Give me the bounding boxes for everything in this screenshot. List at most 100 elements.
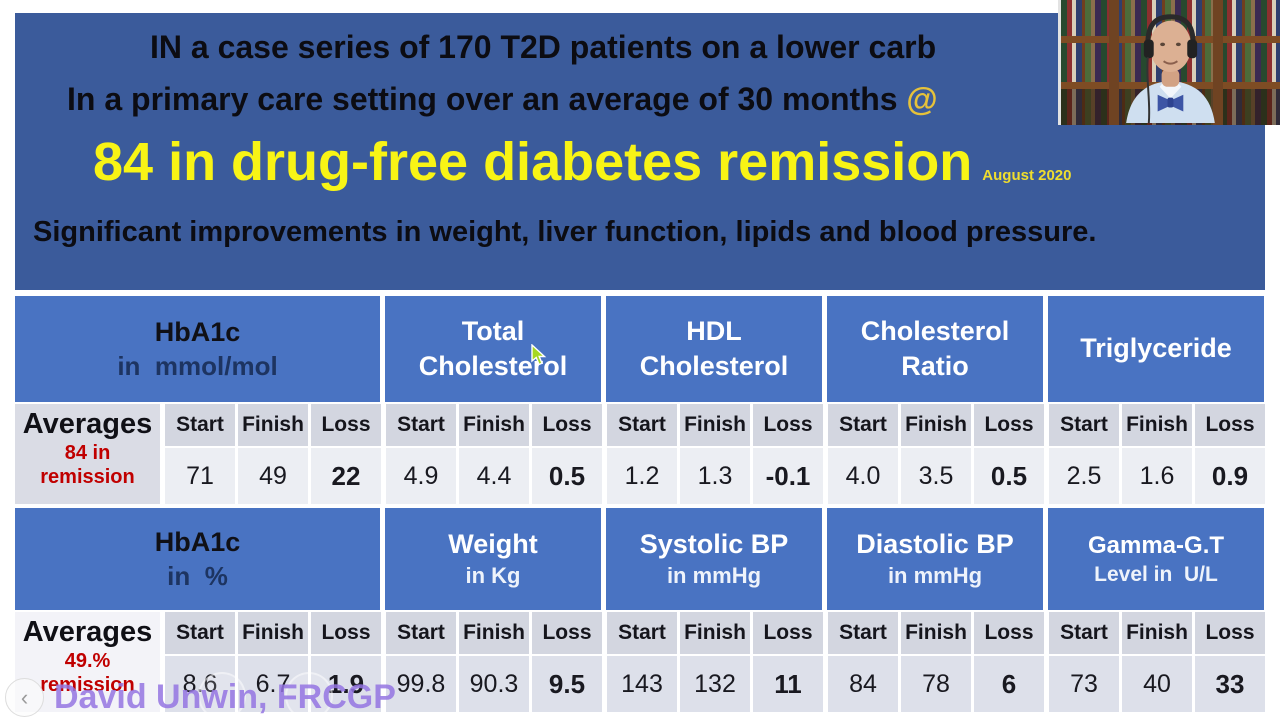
cell-value: 78 <box>901 656 971 712</box>
subcol-start: Start 84 <box>828 612 898 712</box>
cell-value-loss: 9.5 <box>532 656 602 712</box>
group-hdl-cholesterol-data: Start 1.2 Finish 1.3 Loss -0.1 <box>607 404 823 504</box>
cell-value: 4.0 <box>828 448 898 504</box>
group-unit: in mmHg <box>666 563 762 589</box>
subcol-start: Start 1.2 <box>607 404 677 504</box>
faded-control-circle <box>285 672 333 720</box>
col-header: Finish <box>680 612 750 654</box>
col-header: Loss <box>753 612 823 654</box>
subcol-finish: Finish 1.3 <box>680 404 750 504</box>
col-header: Loss <box>311 612 381 654</box>
group-systolic-data: Start 143 Finish 132 Loss 11 <box>607 612 823 712</box>
cell-value: 4.4 <box>459 448 529 504</box>
group-header-gamma-gt: Gamma-G.T Level in U/L <box>1048 508 1264 610</box>
cell-value-loss: 11 <box>753 656 823 712</box>
col-header: Loss <box>753 404 823 446</box>
table-body-row-2: Averages 49.% remission Start 8.6 Finish… <box>15 612 1265 712</box>
subcol-start: Start 4.0 <box>828 404 898 504</box>
group-title: Triglyceride <box>1080 333 1232 364</box>
col-header: Finish <box>901 612 971 654</box>
col-header: Finish <box>238 612 308 654</box>
subcol-finish: Finish 4.4 <box>459 404 529 504</box>
col-header: Finish <box>459 612 529 654</box>
presenter-figure <box>1126 14 1215 124</box>
col-header: Start <box>386 612 456 654</box>
cell-value: 132 <box>680 656 750 712</box>
col-header: Finish <box>459 404 529 446</box>
subcol-finish: Finish 132 <box>680 612 750 712</box>
col-header: Start <box>386 404 456 446</box>
subcol-loss: Loss 1.9 <box>311 612 381 712</box>
col-header: Loss <box>1195 404 1265 446</box>
twitter-handle-at: @ <box>906 81 938 117</box>
cell-value: 49 <box>238 448 308 504</box>
cell-value: 84 <box>828 656 898 712</box>
subcol-loss: Loss -0.1 <box>753 404 823 504</box>
subcol-start: Start 8.6 <box>165 612 235 712</box>
group-header-total-cholesterol: Total Cholesterol <box>385 296 601 402</box>
group-header-hdl-cholesterol: HDL Cholesterol <box>606 296 822 402</box>
subcol-start: Start 71 <box>165 404 235 504</box>
group-title-2: Cholesterol <box>639 351 789 381</box>
row-label-sub: 49.% <box>64 650 111 673</box>
group-unit: in Kg <box>465 563 521 589</box>
group-header-systolic-bp: Systolic BP in mmHg <box>606 508 822 610</box>
subcol-finish: Finish 78 <box>901 612 971 712</box>
subcol-loss: Loss 11 <box>753 612 823 712</box>
cell-value-loss: 0.9 <box>1195 448 1265 504</box>
faded-control-circle <box>198 672 246 720</box>
cell-value-loss: 33 <box>1195 656 1265 712</box>
group-title: Total <box>461 315 525 346</box>
cell-value: 90.3 <box>459 656 529 712</box>
table-header-row-1: HbA1c in mmol/mol Total Cholesterol HDL … <box>15 296 1264 402</box>
group-header-triglyceride: Triglyceride <box>1048 296 1264 402</box>
cell-value-loss: 22 <box>311 448 381 504</box>
cell-value: 3.5 <box>901 448 971 504</box>
subcol-finish: Finish 6.7 <box>238 612 308 712</box>
subcol-start: Start 4.9 <box>386 404 456 504</box>
subcol-finish: Finish 90.3 <box>459 612 529 712</box>
col-header: Loss <box>532 612 602 654</box>
col-header: Start <box>607 404 677 446</box>
cell-value: 1.3 <box>680 448 750 504</box>
subcol-loss: Loss 0.5 <box>974 404 1044 504</box>
group-total-cholesterol-data: Start 4.9 Finish 4.4 Loss 0.5 <box>386 404 602 504</box>
subcol-loss: Loss 0.5 <box>532 404 602 504</box>
subcol-loss: Loss 22 <box>311 404 381 504</box>
cell-value-loss: 0.5 <box>974 448 1044 504</box>
headline-text: 84 in drug-free diabetes remission <box>93 132 973 192</box>
row-label-sub: remission <box>40 674 135 697</box>
col-header: Loss <box>532 404 602 446</box>
group-header-weight: Weight in Kg <box>385 508 601 610</box>
row-label-averages-1: Averages 84 in remission <box>15 404 160 504</box>
col-header: Start <box>165 404 235 446</box>
cell-value-loss: 0.5 <box>532 448 602 504</box>
group-title: HbA1c <box>154 316 241 347</box>
col-header: Start <box>828 612 898 654</box>
col-header: Start <box>165 612 235 654</box>
sub-headline: Significant improvements in weight, live… <box>33 216 1097 248</box>
previous-slide-button[interactable]: ‹ <box>5 678 44 717</box>
group-hba1c-mmol-data: Start 71 Finish 49 Loss 22 <box>165 404 381 504</box>
col-header: Start <box>1049 404 1119 446</box>
headline: 84 in drug-free diabetes remission August… <box>93 131 1071 193</box>
subcol-start: Start 2.5 <box>1049 404 1119 504</box>
subcol-finish: Finish 49 <box>238 404 308 504</box>
cell-value: 1.6 <box>1122 448 1192 504</box>
title-line-1: IN a case series of 170 T2D patients on … <box>150 29 937 65</box>
subcol-loss: Loss 6 <box>974 612 1044 712</box>
row-label-title: Averages <box>22 408 153 440</box>
cell-value: 1.2 <box>607 448 677 504</box>
group-header-hba1c-pct: HbA1c in % <box>15 508 380 610</box>
group-title-2: Ratio <box>901 351 969 381</box>
group-triglyceride-data: Start 2.5 Finish 1.6 Loss 0.9 <box>1049 404 1265 504</box>
table-body-row-1: Averages 84 in remission Start 71 Finish… <box>15 404 1265 504</box>
mouse-cursor-icon <box>531 344 547 366</box>
group-diastolic-data: Start 84 Finish 78 Loss 6 <box>828 612 1044 712</box>
table-header-row-2: HbA1c in % Weight in Kg Systolic BP in m… <box>15 508 1264 610</box>
cell-value: 4.9 <box>386 448 456 504</box>
col-header: Loss <box>974 404 1044 446</box>
col-header: Start <box>607 612 677 654</box>
group-header-cholesterol-ratio: Cholesterol Ratio <box>827 296 1043 402</box>
